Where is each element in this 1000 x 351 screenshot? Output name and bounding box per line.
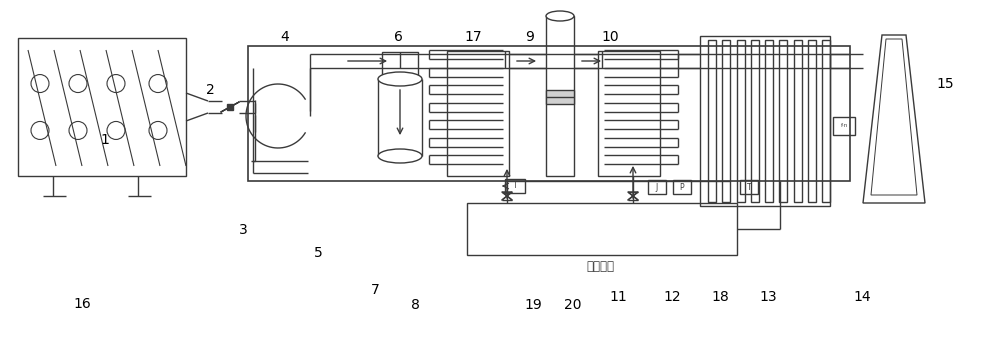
Polygon shape xyxy=(863,35,925,203)
Text: 19: 19 xyxy=(524,298,542,312)
Polygon shape xyxy=(871,39,917,195)
Bar xyxy=(18,38,186,176)
Bar xyxy=(227,104,233,110)
Text: 11: 11 xyxy=(609,290,627,304)
Bar xyxy=(833,117,855,134)
Bar xyxy=(467,203,737,255)
Text: 2: 2 xyxy=(206,82,214,97)
Bar xyxy=(447,51,509,176)
Ellipse shape xyxy=(378,72,422,86)
Text: 13: 13 xyxy=(759,290,777,304)
Text: T: T xyxy=(513,181,517,191)
Bar xyxy=(779,40,787,202)
Bar xyxy=(736,40,744,202)
Text: 6: 6 xyxy=(394,30,402,44)
Text: 15: 15 xyxy=(936,77,954,91)
Bar xyxy=(546,90,574,104)
Bar xyxy=(740,180,758,194)
Text: 9: 9 xyxy=(526,30,534,44)
Text: 3: 3 xyxy=(239,223,247,237)
Text: 12: 12 xyxy=(663,290,681,304)
Text: P: P xyxy=(680,183,684,192)
Bar xyxy=(546,16,574,176)
Bar xyxy=(673,180,691,194)
Bar xyxy=(722,40,730,202)
Text: f·n: f·n xyxy=(840,123,848,128)
Text: 8: 8 xyxy=(411,298,419,312)
Bar xyxy=(708,40,716,202)
Text: 10: 10 xyxy=(601,30,619,44)
Text: J: J xyxy=(656,183,658,192)
Bar xyxy=(794,40,802,202)
Text: 20: 20 xyxy=(564,298,582,312)
Bar xyxy=(382,52,418,77)
Text: 4: 4 xyxy=(281,30,289,44)
Text: 14: 14 xyxy=(853,290,871,304)
Bar xyxy=(598,51,660,176)
Bar xyxy=(700,36,830,206)
Text: 冷却水池: 冷却水池 xyxy=(586,260,614,273)
Bar xyxy=(505,179,525,193)
Ellipse shape xyxy=(546,11,574,21)
Bar xyxy=(248,46,850,181)
Text: 16: 16 xyxy=(73,297,91,311)
Bar xyxy=(648,180,666,194)
Text: 17: 17 xyxy=(464,30,482,44)
Bar xyxy=(822,40,830,202)
Text: 7: 7 xyxy=(371,283,379,297)
Text: T: T xyxy=(747,183,751,192)
Text: 1: 1 xyxy=(101,133,109,147)
Text: 18: 18 xyxy=(711,290,729,304)
Bar xyxy=(765,40,773,202)
Bar xyxy=(751,40,759,202)
Text: 5: 5 xyxy=(314,246,322,260)
Ellipse shape xyxy=(378,149,422,163)
Bar xyxy=(808,40,816,202)
